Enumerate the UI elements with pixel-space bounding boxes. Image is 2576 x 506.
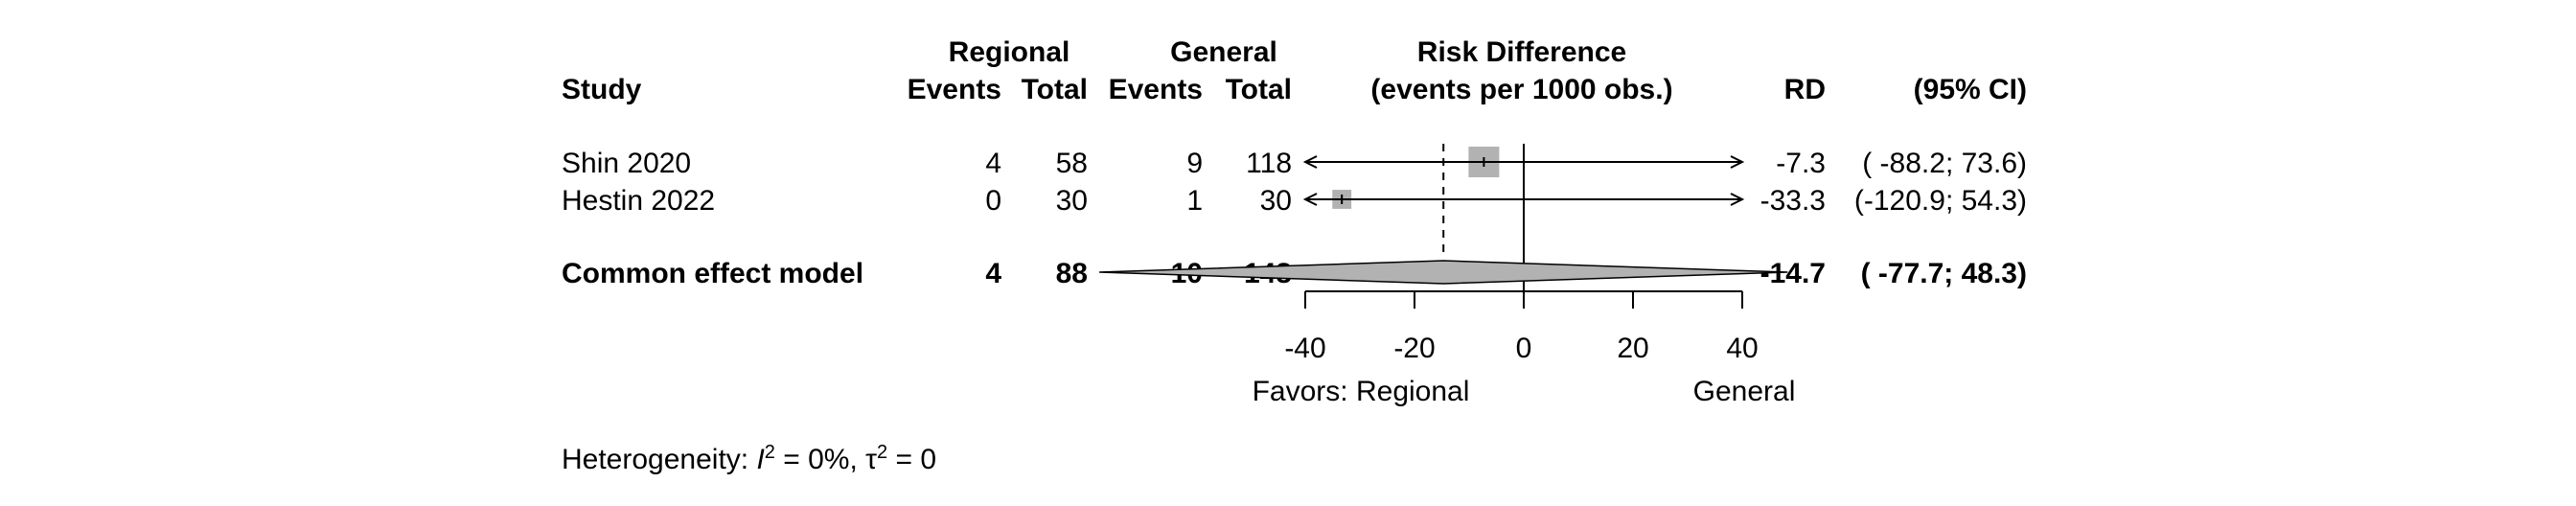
header-total1: Total [1022, 74, 1088, 105]
study-ci: ( -88.2; 73.6) [1862, 148, 2027, 179]
study-events1: 4 [985, 148, 1001, 179]
plot-area [1099, 144, 1788, 291]
header-effect-units: (events per 1000 obs.) [1370, 74, 1672, 105]
study-total1: 30 [1056, 185, 1088, 217]
x-tick-label: 40 [1726, 333, 1758, 364]
pooled-total1: 88 [1056, 258, 1088, 289]
header-rd: RD [1784, 74, 1826, 105]
study-events1: 0 [985, 185, 1001, 217]
study-rd: -33.3 [1760, 185, 1826, 217]
study-rd: -7.3 [1776, 148, 1826, 179]
header-events2: Events [1109, 74, 1203, 105]
ci-arrow-left [1302, 155, 1318, 169]
study-row: Shin 2020 4 58 9 118 -7.3 ( -88.2; 73.6) [562, 148, 2027, 179]
study-total1: 58 [1056, 148, 1088, 179]
study-events2: 9 [1186, 148, 1203, 179]
study-total2: 30 [1260, 185, 1292, 217]
superscript-2: 2 [877, 442, 887, 463]
header-group2: General [1170, 36, 1277, 68]
study-total2: 118 [1246, 148, 1292, 179]
x-tick-label: -20 [1393, 333, 1435, 364]
ci-arrow-left [1302, 193, 1318, 206]
pooled-name: Common effect model [562, 258, 863, 289]
superscript-2: 2 [765, 442, 775, 463]
header-group1: Regional [949, 36, 1070, 68]
x-tick-label: 20 [1617, 333, 1648, 364]
study-name: Hestin 2022 [562, 185, 715, 217]
header-study: Study [562, 74, 642, 105]
study-name: Shin 2020 [562, 148, 691, 179]
x-axis: -40 -20 0 20 40 [1284, 290, 1759, 364]
heterogeneity-text: Heterogeneity: I2 = 0%, τ2 = 0 [562, 442, 936, 475]
pooled-diamond [1099, 260, 1788, 285]
favors-left-label: Favors: Regional [1253, 376, 1470, 407]
header-events1: Events [908, 74, 1001, 105]
study-ci: (-120.9; 54.3) [1854, 185, 2027, 217]
study-events2: 1 [1186, 185, 1203, 217]
favors-right-label: General [1693, 376, 1796, 407]
pooled-events1: 4 [985, 258, 1001, 289]
study-row: Hestin 2022 0 30 1 30 -33.3 (-120.9; 54.… [562, 185, 2027, 217]
ci-arrow-right [1730, 155, 1745, 169]
header-total2: Total [1226, 74, 1292, 105]
pooled-rd: -14.7 [1760, 258, 1826, 289]
ci-arrow-right [1730, 193, 1745, 206]
pooled-ci: ( -77.7; 48.3) [1861, 258, 2027, 289]
header-effect-title: Risk Difference [1417, 36, 1626, 68]
x-tick-label: -40 [1284, 333, 1325, 364]
x-tick-label: 0 [1516, 333, 1532, 364]
header-ci: (95% CI) [1914, 74, 2027, 105]
